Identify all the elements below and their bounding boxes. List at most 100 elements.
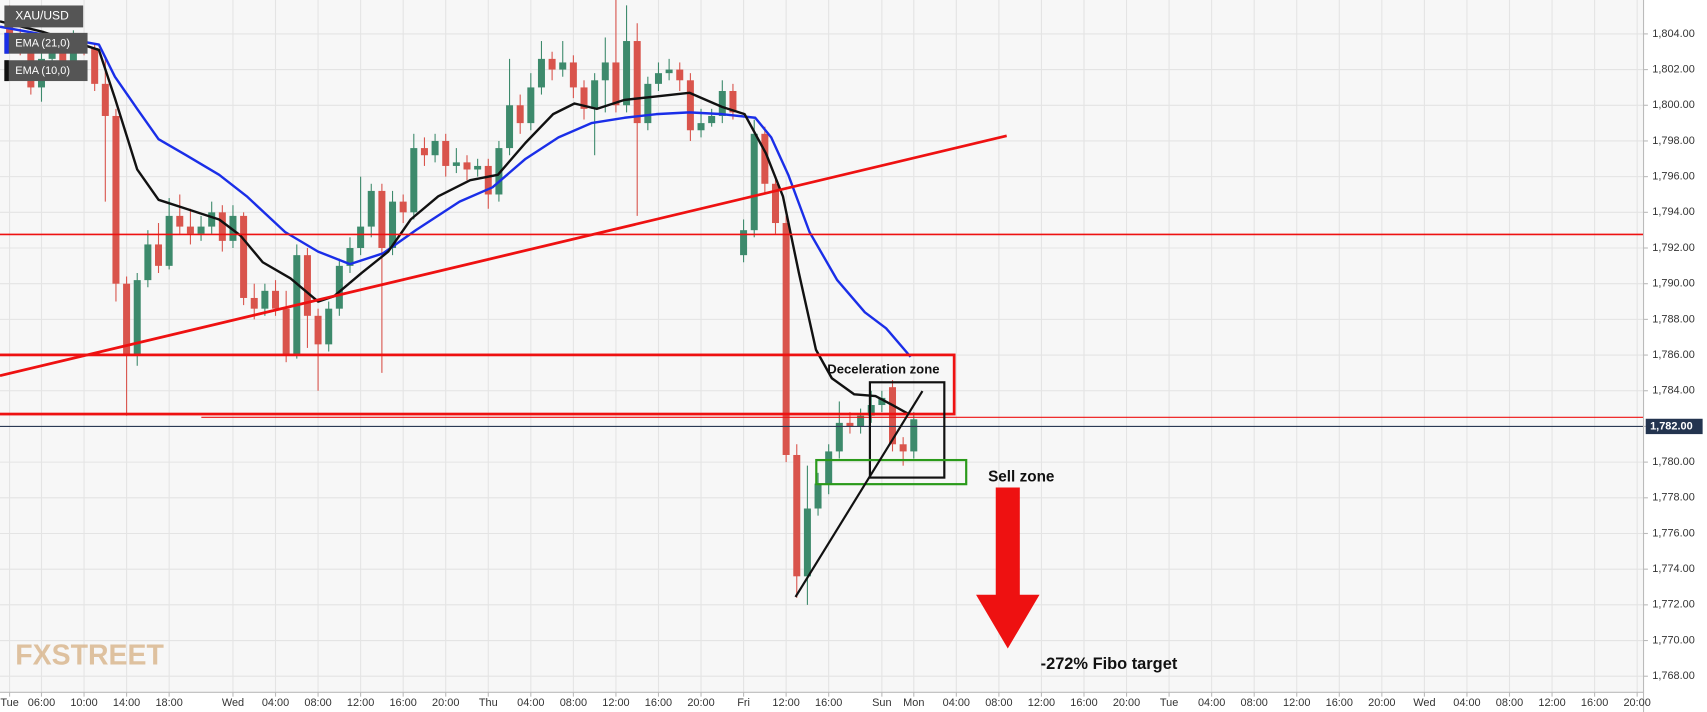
x-tick-label: 14:00: [113, 697, 140, 709]
candle-body: [165, 215, 173, 266]
candle-body: [654, 73, 662, 84]
y-tick-label: 1,784.00: [1652, 385, 1695, 397]
candle-body: [101, 83, 109, 116]
candle-body: [495, 148, 503, 195]
x-tick-label: 08:00: [304, 697, 331, 709]
y-tick-label: 1,790.00: [1652, 278, 1695, 290]
y-tick-label: 1,772.00: [1652, 599, 1695, 611]
candle-body: [601, 62, 609, 81]
x-tick-label: 12:00: [772, 697, 799, 709]
candle-body: [357, 226, 365, 249]
candle-body: [548, 58, 556, 70]
x-axis-area: [0, 692, 1644, 712]
candle-body: [644, 83, 652, 124]
candle-body: [846, 422, 854, 427]
annotation: -272% Fibo target: [1041, 655, 1178, 673]
x-tick-label: 16:00: [645, 697, 672, 709]
candle-body: [176, 215, 184, 227]
sell-zone-box: [815, 458, 968, 486]
candle-body: [282, 308, 290, 356]
y-tick-label: 1,800.00: [1652, 99, 1695, 111]
y-tick-label: 1,778.00: [1652, 492, 1695, 504]
y-tick-label: 1,788.00: [1652, 313, 1695, 325]
candle-body: [814, 483, 822, 509]
candle-body: [506, 105, 514, 149]
candle-body: [729, 90, 737, 113]
x-tick-label: Tue: [0, 697, 18, 709]
x-tick-label: 04:00: [1453, 697, 1480, 709]
candle-body: [878, 397, 886, 406]
candle-body: [559, 62, 567, 70]
annotation: Sell zone: [988, 469, 1054, 486]
x-tick-label: Tue: [1160, 697, 1178, 709]
x-tick-label: 12:00: [602, 697, 629, 709]
x-tick-label: 08:00: [1496, 697, 1523, 709]
candle-body: [272, 290, 280, 309]
candle-body: [793, 454, 801, 577]
x-tick-label: Sun: [872, 697, 891, 709]
candle-body: [857, 415, 865, 427]
x-tick-label: 08:00: [1241, 697, 1268, 709]
y-tick-label: 1,776.00: [1652, 527, 1695, 539]
candle-body: [410, 148, 418, 213]
candle-body: [155, 244, 163, 266]
candle-body: [612, 62, 620, 106]
candle-body: [431, 140, 439, 156]
x-tick-label: Mon: [903, 697, 924, 709]
candle-body: [708, 115, 716, 124]
legend-entry: EMA (10,0): [15, 65, 70, 77]
x-tick-label: 20:00: [1113, 697, 1140, 709]
box: [868, 381, 946, 479]
candle-body: [378, 190, 386, 249]
x-tick-label: Wed: [1413, 697, 1435, 709]
x-tick-label: 12:00: [347, 697, 374, 709]
x-tick-label: 16:00: [389, 697, 416, 709]
candle-body: [325, 308, 333, 345]
candle-body: [133, 280, 141, 356]
watermark: FXSTREET: [15, 640, 164, 672]
candle-body: [633, 41, 641, 124]
candle-body: [867, 405, 875, 416]
x-tick-label: 16:00: [1581, 697, 1608, 709]
candle-body: [314, 315, 322, 345]
x-tick-label: 04:00: [943, 697, 970, 709]
y-tick-label: 1,794.00: [1652, 206, 1695, 218]
candle-body: [899, 444, 907, 452]
legend-box: [4, 32, 88, 54]
candle-body: [697, 123, 705, 131]
annotation: Deceleration zone: [827, 362, 939, 377]
x-tick-label: 20:00: [1623, 697, 1650, 709]
candle-body: [261, 290, 269, 309]
candle-body: [197, 226, 205, 234]
candle-body: [835, 422, 843, 452]
x-tick-label: 04:00: [1198, 697, 1225, 709]
x-tick-label: 08:00: [560, 697, 587, 709]
candle-body: [825, 451, 833, 484]
candle-body: [463, 162, 471, 170]
x-tick-label: Thu: [479, 697, 498, 709]
x-tick-label: 20:00: [432, 697, 459, 709]
x-tick-label: 06:00: [28, 697, 55, 709]
candle-body: [442, 140, 450, 166]
candle-body: [474, 165, 482, 170]
ema-line: [0, 25, 912, 358]
candle-body: [399, 201, 407, 213]
candle-body: [484, 165, 492, 195]
candle-body: [218, 212, 226, 241]
deceleration-zone: [0, 353, 956, 416]
x-tick-label: 12:00: [1283, 697, 1310, 709]
candle-body: [591, 80, 599, 109]
symbol: XAU/USD: [15, 9, 69, 23]
y-tick-label: 1,802.00: [1652, 63, 1695, 75]
ema-line: [0, 20, 910, 415]
x-tick-label: Wed: [222, 697, 244, 709]
candle-body: [676, 69, 684, 81]
y-tick-label: 1,796.00: [1652, 171, 1695, 183]
candle-body: [740, 230, 748, 256]
candle-body: [303, 255, 311, 316]
candle-body: [761, 133, 769, 184]
x-tick-label: 12:00: [1028, 697, 1055, 709]
candle-body: [665, 69, 673, 74]
candle-body: [367, 190, 375, 227]
